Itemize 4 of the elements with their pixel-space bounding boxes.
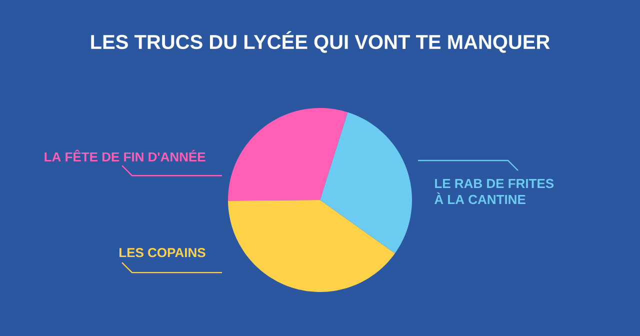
slice-label: LE RAB DE FRITES À LA CANTINE (434, 178, 554, 204)
slice-label: LES COPAINS (120, 248, 206, 258)
chart-title: LES TRUCS DU LYCÉE QUI VONT TE MANQUER (91, 31, 550, 53)
slice-label: LA FÊTE DE FIN D'ANNÉE (44, 150, 206, 162)
